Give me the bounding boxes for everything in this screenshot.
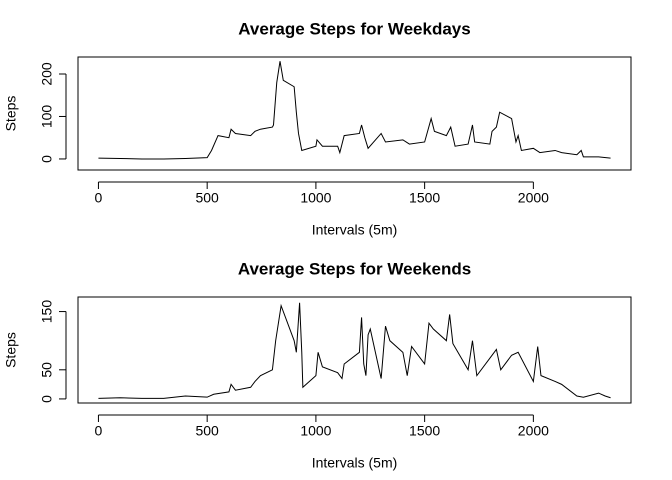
y-tick-label: 200 [39, 62, 55, 86]
x-tick-label: 1000 [300, 190, 331, 206]
x-tick-label: 1000 [300, 423, 331, 439]
y-axis-label: Steps [3, 332, 19, 368]
y-tick-label: 100 [39, 105, 55, 129]
plot-frame [77, 56, 632, 171]
x-tick-label: 500 [195, 190, 219, 206]
x-tick-label: 0 [95, 423, 103, 439]
x-axis-label: Intervals (5m) [312, 222, 398, 238]
x-tick-label: 1500 [409, 190, 440, 206]
x-tick-label: 0 [95, 190, 103, 206]
x-tick-label: 500 [195, 423, 219, 439]
y-tick-label: 0 [39, 155, 55, 163]
y-tick-label: 150 [39, 300, 55, 324]
x-tick-label: 1500 [409, 423, 440, 439]
x-tick-label: 2000 [518, 190, 549, 206]
y-axis-label: Steps [3, 96, 19, 132]
y-tick-label: 50 [39, 362, 55, 378]
y-tick-label: 0 [39, 395, 55, 403]
x-axis-label: Intervals (5m) [312, 455, 398, 471]
x-tick-label: 2000 [518, 423, 549, 439]
chart-title: Average Steps for Weekdays [238, 19, 470, 38]
data-line [98, 61, 611, 160]
chart-title: Average Steps for Weekends [238, 259, 471, 278]
plot-frame [77, 296, 632, 404]
data-line [98, 302, 611, 399]
